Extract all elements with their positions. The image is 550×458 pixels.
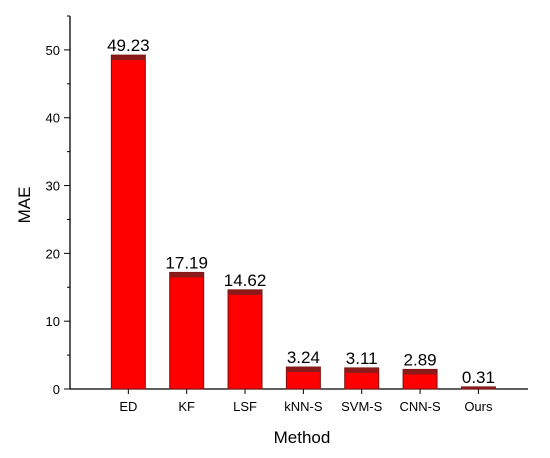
bar-cap-kf xyxy=(169,272,204,278)
bar-cap-cnn-s xyxy=(403,369,438,375)
data-label-ed: 49.23 xyxy=(107,36,150,55)
data-label-svm-s: 3.11 xyxy=(346,349,378,368)
data-label-cnn-s: 2.89 xyxy=(404,350,437,369)
bars xyxy=(110,54,496,390)
x-tick-label: ED xyxy=(119,399,137,414)
bar-cap-lsf xyxy=(228,289,263,295)
y-tick-label: 40 xyxy=(46,111,60,126)
data-label-knn-s: 3.24 xyxy=(287,348,320,367)
bar-cap-ed xyxy=(111,55,146,61)
y-tick-label: 0 xyxy=(53,382,60,397)
x-tick-label: SVM-S xyxy=(341,399,383,414)
bar-cap-svm-s xyxy=(344,367,379,373)
x-tick-label: Ours xyxy=(464,399,493,414)
x-tick-label: LSF xyxy=(233,399,257,414)
x-tick-label: kNN-S xyxy=(284,399,323,414)
bar-lsf xyxy=(227,289,263,390)
bar-ed xyxy=(110,54,146,390)
y-tick-label: 50 xyxy=(46,43,60,58)
y-tick-label: 10 xyxy=(46,314,60,329)
x-tick-label: KF xyxy=(178,399,195,414)
bar-cap-knn-s xyxy=(286,367,321,373)
axes: 0 10 20 30 40 50 ED KF LSF kNN-S SVM-S CNN-S Ours xyxy=(46,15,528,414)
y-tick-label: 30 xyxy=(46,179,60,194)
x-axis-title: Method xyxy=(274,428,331,447)
data-label-kf: 17.19 xyxy=(165,253,208,272)
data-label-lsf: 14.62 xyxy=(224,271,267,290)
bar-cap-ours xyxy=(461,386,496,389)
data-labels: 49.23 17.19 14.62 3.24 3.11 2.89 0.31 xyxy=(107,36,495,387)
bar-kf xyxy=(169,271,205,390)
x-tick-label: CNN-S xyxy=(399,399,440,414)
y-axis-title: MAE xyxy=(15,187,34,224)
y-tick-label: 20 xyxy=(46,246,60,261)
data-label-ours: 0.31 xyxy=(462,368,495,387)
